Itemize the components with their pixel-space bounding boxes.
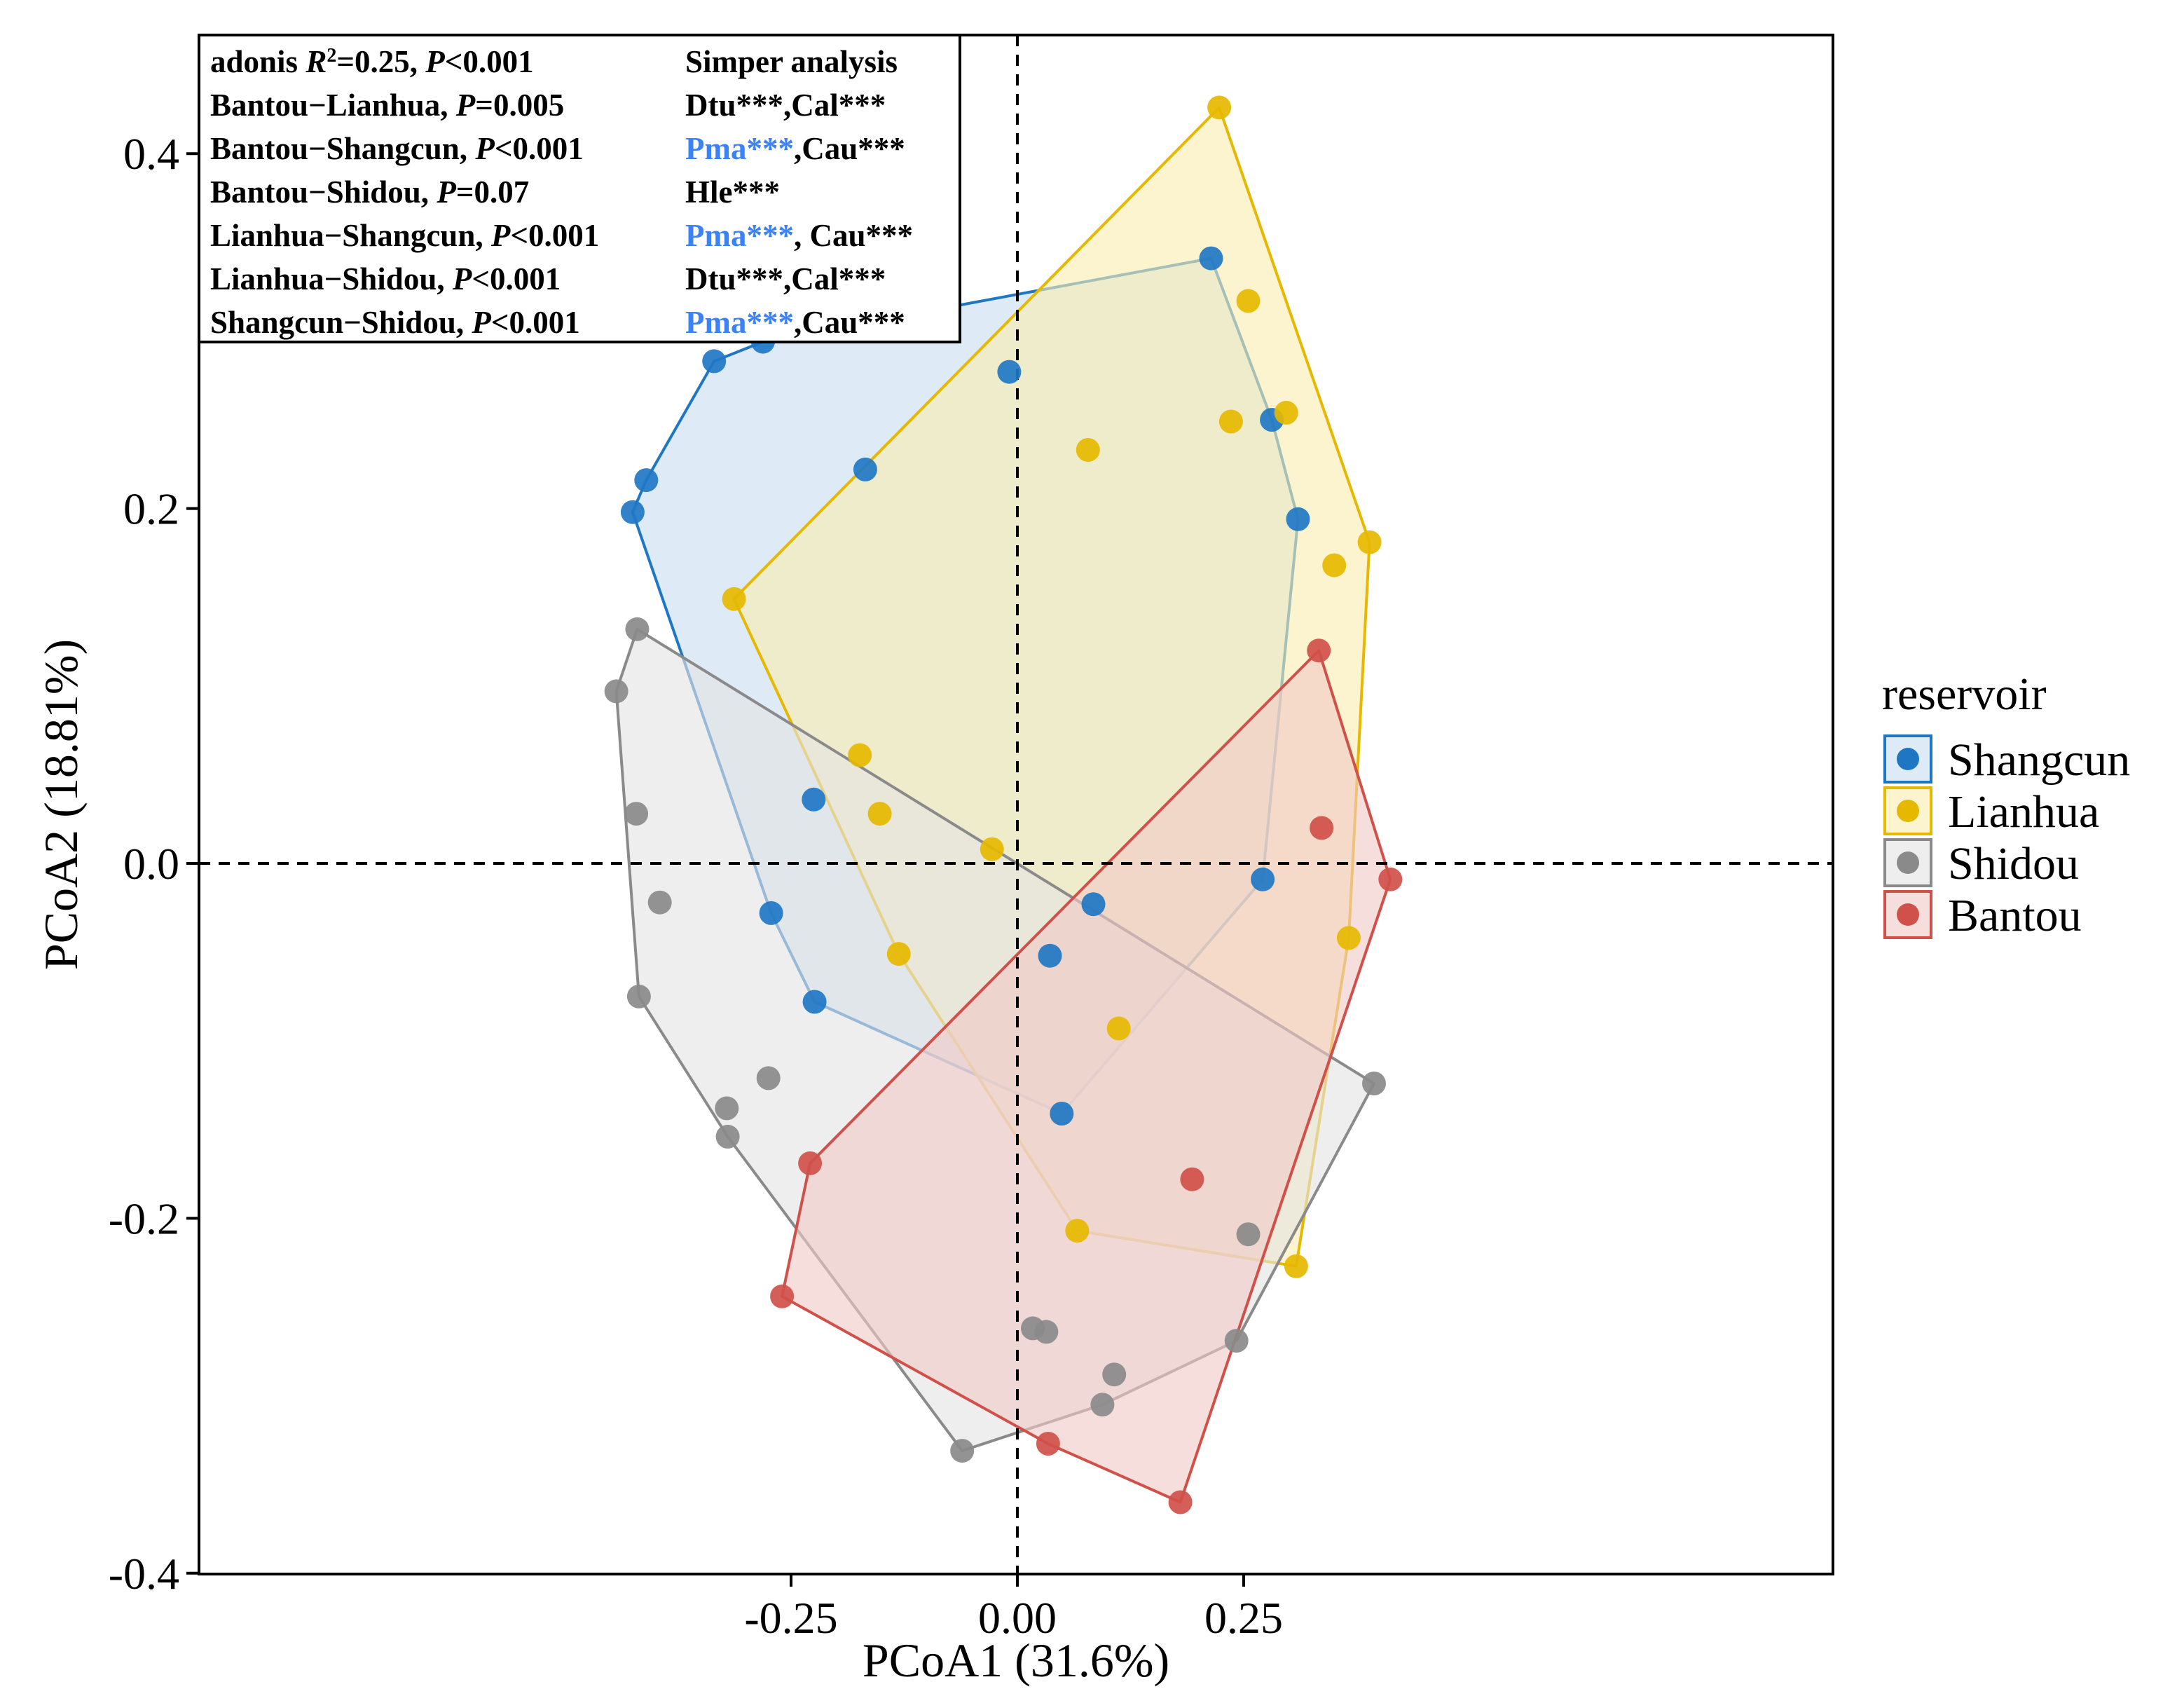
point-lianhua bbox=[1322, 553, 1347, 577]
annotation-left: Bantou−Shidou, P=0.07 bbox=[210, 175, 529, 210]
y-axis-title: PCoA2 (18.81%) bbox=[34, 639, 88, 970]
annotation-left: Lianhua−Shidou, P<0.001 bbox=[210, 261, 561, 296]
annotation-right: Pma***,Cau*** bbox=[685, 131, 905, 166]
point-shangcun bbox=[1081, 892, 1106, 917]
y-tick-label: -0.2 bbox=[109, 1194, 179, 1243]
point-lianhua bbox=[1274, 400, 1298, 425]
point-lianhua bbox=[1357, 530, 1382, 554]
legend-label-bantou: Bantou bbox=[1948, 890, 2082, 941]
point-shangcun bbox=[634, 468, 659, 493]
point-shidou bbox=[1362, 1072, 1386, 1095]
point-bantou bbox=[1180, 1167, 1204, 1191]
legend-title: reservoir bbox=[1882, 669, 2047, 720]
point-lianhua bbox=[1207, 95, 1232, 120]
point-shidou bbox=[626, 984, 651, 1008]
point-shidou bbox=[1034, 1320, 1059, 1344]
point-lianhua bbox=[980, 837, 1004, 861]
legend-marker-shangcun bbox=[1897, 748, 1919, 770]
x-axis-title: PCoA1 (31.6%) bbox=[863, 1634, 1169, 1687]
point-lianhua bbox=[848, 743, 872, 767]
point-lianhua bbox=[1106, 1016, 1131, 1041]
x-tick-label: -0.25 bbox=[744, 1593, 837, 1643]
point-shangcun bbox=[620, 500, 645, 524]
point-layer bbox=[604, 95, 1403, 1514]
point-shidou bbox=[715, 1096, 739, 1121]
annotation-right: Pma***, Cau*** bbox=[685, 218, 913, 253]
point-bantou bbox=[1307, 638, 1331, 663]
hull-layer bbox=[614, 106, 1392, 1504]
reference-lines bbox=[199, 35, 1833, 1574]
annotation-right: Dtu***,Cal*** bbox=[685, 261, 886, 296]
point-shangcun bbox=[997, 360, 1022, 384]
point-shidou bbox=[1090, 1393, 1115, 1417]
point-shidou bbox=[625, 617, 650, 641]
annotation-left: adonis R2=0.25, P<0.001 bbox=[210, 44, 534, 79]
point-shidou bbox=[1236, 1222, 1261, 1247]
point-shidou bbox=[624, 802, 649, 826]
point-lianhua bbox=[1236, 289, 1261, 313]
point-lianhua bbox=[1336, 926, 1361, 950]
point-shangcun bbox=[802, 990, 827, 1014]
point-bantou bbox=[1310, 816, 1334, 840]
axes-layer: -0.25 0.00 0.25 0.4 0.2 0.0 -0.2 -0.4 bbox=[109, 129, 1283, 1643]
annotation-left: Lianhua−Shangcun, P<0.001 bbox=[210, 218, 599, 253]
legend-marker-bantou bbox=[1897, 903, 1919, 926]
point-bantou bbox=[1036, 1432, 1060, 1456]
point-shangcun bbox=[1286, 507, 1310, 531]
point-bantou bbox=[798, 1151, 823, 1175]
annotation-right: Simper analysis bbox=[685, 44, 898, 79]
point-lianhua bbox=[867, 802, 892, 826]
point-lianhua bbox=[1284, 1254, 1308, 1278]
annotation-left: Shangcun−Shidou, P<0.001 bbox=[210, 305, 580, 340]
y-tick-label: 0.2 bbox=[123, 484, 179, 534]
point-shidou bbox=[1224, 1329, 1249, 1353]
point-lianhua bbox=[1076, 438, 1100, 462]
point-shidou bbox=[604, 679, 629, 704]
y-tick-label: 0.4 bbox=[123, 129, 179, 179]
point-lianhua bbox=[1065, 1219, 1090, 1243]
legend-label-shangcun: Shangcun bbox=[1948, 734, 2130, 786]
point-bantou bbox=[1378, 867, 1403, 891]
point-lianhua bbox=[722, 587, 746, 611]
point-shidou bbox=[756, 1066, 781, 1090]
legend-key-shangcun bbox=[1883, 734, 1932, 784]
point-bantou bbox=[770, 1284, 795, 1308]
point-shidou bbox=[647, 890, 672, 915]
point-shangcun bbox=[1038, 943, 1062, 968]
x-tick-label: 0.00 bbox=[978, 1593, 1057, 1643]
y-tick-label: -0.4 bbox=[109, 1549, 179, 1599]
point-shangcun bbox=[1199, 246, 1223, 271]
point-shangcun bbox=[802, 787, 826, 812]
y-tick-label: 0.0 bbox=[123, 839, 179, 889]
legend-label-lianhua: Lianhua bbox=[1948, 786, 2099, 837]
point-shangcun bbox=[1251, 867, 1275, 891]
annotation-right: Dtu***,Cal*** bbox=[685, 88, 886, 123]
point-bantou bbox=[1168, 1490, 1193, 1514]
annotation-left: Bantou−Lianhua, P=0.005 bbox=[210, 88, 564, 123]
statistics-annotation: adonis R2=0.25, P<0.001 Simper analysis Ba… bbox=[198, 34, 961, 343]
point-shangcun bbox=[853, 457, 877, 481]
legend-marker-lianhua bbox=[1897, 800, 1919, 822]
point-shangcun bbox=[1050, 1102, 1074, 1126]
annotation-box bbox=[198, 34, 961, 343]
point-shidou bbox=[1102, 1362, 1127, 1387]
annotation-left: Bantou−Shangcun, P<0.001 bbox=[210, 131, 584, 166]
legend-marker-shidou bbox=[1897, 852, 1919, 874]
legend-label-shidou: Shidou bbox=[1948, 838, 2079, 889]
point-shidou bbox=[715, 1124, 740, 1149]
point-shidou bbox=[950, 1439, 975, 1463]
point-shangcun bbox=[759, 901, 783, 925]
point-lianhua bbox=[1218, 409, 1243, 434]
point-shangcun bbox=[702, 349, 727, 374]
point-lianhua bbox=[886, 942, 911, 966]
x-tick-label: 0.25 bbox=[1204, 1593, 1283, 1643]
annotation-right: Pma***,Cau*** bbox=[685, 305, 905, 340]
annotation-right: Hle*** bbox=[685, 175, 780, 210]
